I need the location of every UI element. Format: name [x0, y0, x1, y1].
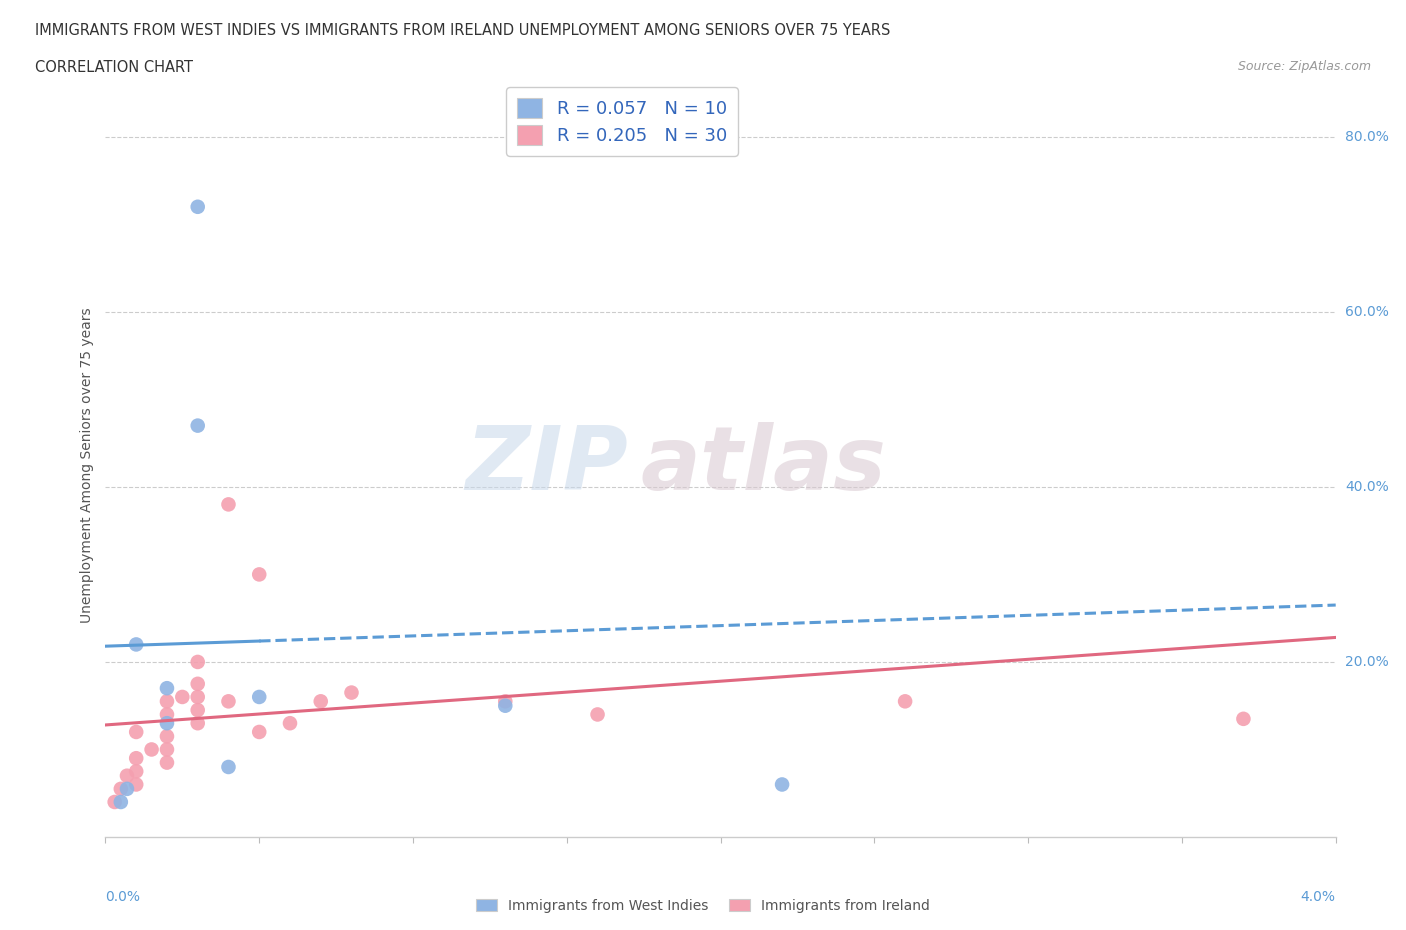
- Point: [218, 760, 240, 775]
- Point: [125, 764, 148, 778]
- Point: [187, 655, 209, 670]
- Point: [247, 689, 270, 704]
- Text: Source: ZipAtlas.com: Source: ZipAtlas.com: [1237, 60, 1371, 73]
- Point: [187, 716, 209, 731]
- Text: 40.0%: 40.0%: [1346, 480, 1389, 494]
- Point: [1232, 711, 1254, 726]
- Point: [115, 781, 138, 796]
- Text: 80.0%: 80.0%: [1346, 130, 1389, 144]
- Point: [156, 707, 179, 722]
- Point: [278, 716, 301, 731]
- Point: [125, 637, 148, 652]
- Point: [340, 685, 363, 700]
- Point: [309, 694, 332, 709]
- Point: [156, 755, 179, 770]
- Point: [187, 689, 209, 704]
- Text: 60.0%: 60.0%: [1346, 305, 1389, 319]
- Point: [156, 742, 179, 757]
- Point: [156, 681, 179, 696]
- Point: [156, 694, 179, 709]
- Point: [156, 729, 179, 744]
- Point: [110, 781, 132, 796]
- Legend: Immigrants from West Indies, Immigrants from Ireland: Immigrants from West Indies, Immigrants …: [471, 894, 935, 919]
- Point: [125, 724, 148, 739]
- Point: [125, 751, 148, 765]
- Point: [187, 676, 209, 691]
- Point: [894, 694, 917, 709]
- Point: [115, 768, 138, 783]
- Point: [218, 497, 240, 512]
- Point: [494, 698, 516, 713]
- Point: [104, 794, 127, 809]
- Text: 0.0%: 0.0%: [105, 889, 141, 904]
- Point: [218, 694, 240, 709]
- Y-axis label: Unemployment Among Seniors over 75 years: Unemployment Among Seniors over 75 years: [80, 307, 94, 623]
- Point: [125, 777, 148, 792]
- Point: [141, 742, 163, 757]
- Point: [770, 777, 793, 792]
- Point: [586, 707, 609, 722]
- Text: CORRELATION CHART: CORRELATION CHART: [35, 60, 193, 75]
- Point: [187, 703, 209, 718]
- Legend: R = 0.057   N = 10, R = 0.205   N = 30: R = 0.057 N = 10, R = 0.205 N = 30: [506, 87, 738, 156]
- Text: atlas: atlas: [641, 421, 887, 509]
- Point: [494, 694, 516, 709]
- Point: [247, 724, 270, 739]
- Text: IMMIGRANTS FROM WEST INDIES VS IMMIGRANTS FROM IRELAND UNEMPLOYMENT AMONG SENIOR: IMMIGRANTS FROM WEST INDIES VS IMMIGRANT…: [35, 23, 890, 38]
- Point: [187, 199, 209, 214]
- Text: 4.0%: 4.0%: [1301, 889, 1336, 904]
- Point: [187, 418, 209, 433]
- Point: [110, 794, 132, 809]
- Point: [172, 689, 194, 704]
- Point: [156, 716, 179, 731]
- Text: 20.0%: 20.0%: [1346, 655, 1389, 669]
- Point: [247, 567, 270, 582]
- Text: ZIP: ZIP: [465, 421, 628, 509]
